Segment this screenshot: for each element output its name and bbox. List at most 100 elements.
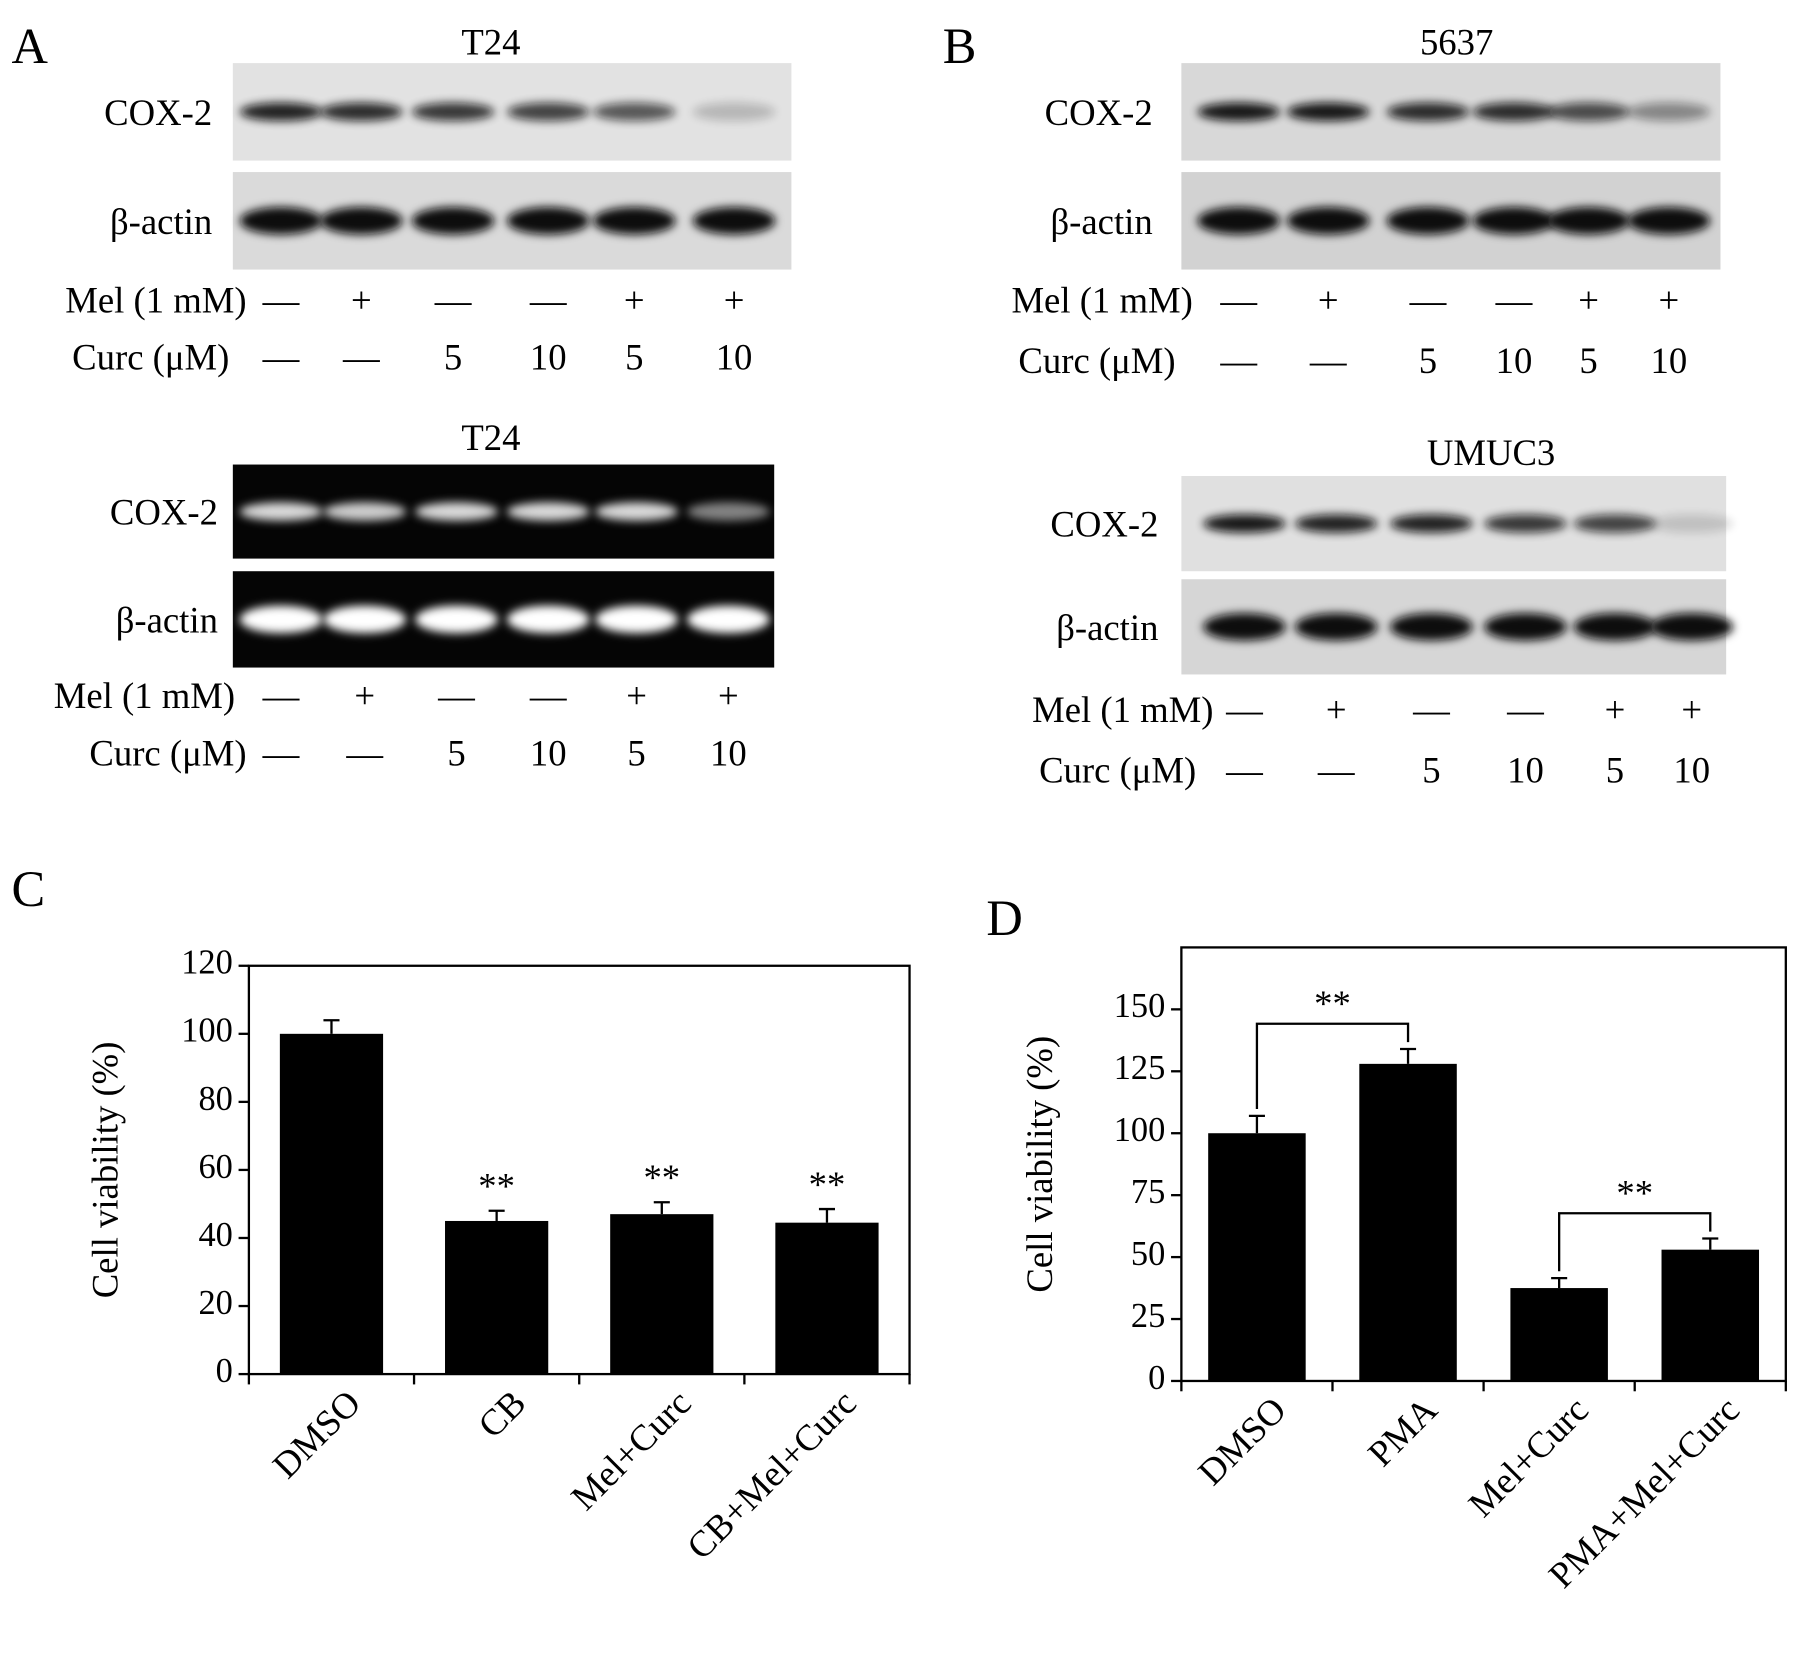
treatment-value: 5 xyxy=(1419,340,1437,381)
treatment-value: — xyxy=(529,279,567,320)
y-tick-label: 100 xyxy=(1114,1111,1166,1149)
band xyxy=(239,207,323,235)
band xyxy=(1294,613,1378,641)
treatment-label: Mel (1 mM) xyxy=(1032,689,1213,730)
band xyxy=(1197,207,1281,235)
plot-frame xyxy=(247,964,911,1376)
band xyxy=(239,102,323,122)
treatment-label: Mel (1 mM) xyxy=(1011,279,1192,320)
band xyxy=(1472,102,1556,122)
x-tick-label: CB xyxy=(470,1382,534,1446)
band xyxy=(1650,514,1734,533)
band xyxy=(592,102,676,122)
treatment-value: — xyxy=(1225,689,1263,730)
band xyxy=(1484,613,1567,641)
band xyxy=(320,207,403,235)
row-label: COX-2 xyxy=(1050,504,1158,545)
band xyxy=(1386,207,1470,235)
band xyxy=(323,605,407,634)
band xyxy=(239,605,323,634)
treatment-value: — xyxy=(262,675,300,716)
band xyxy=(506,207,590,235)
blot-title: T24 xyxy=(461,21,520,62)
band xyxy=(411,102,495,122)
treatment-label: Curc (μM) xyxy=(72,337,229,378)
band xyxy=(1650,613,1734,641)
y-tick-label: 20 xyxy=(198,1284,232,1322)
band xyxy=(1547,207,1630,235)
treatment-value: 5 xyxy=(625,337,643,378)
row-label: COX-2 xyxy=(104,92,212,133)
blot-title: T24 xyxy=(461,417,520,458)
x-tick-label: DMSO xyxy=(264,1382,368,1486)
treatment-value: — xyxy=(1495,279,1533,320)
treatment-value: 5 xyxy=(1606,750,1624,791)
x-tick-label: Mel+Curc xyxy=(563,1382,699,1518)
band xyxy=(1386,102,1470,122)
panel-label: D xyxy=(986,890,1022,946)
significance-label: ** xyxy=(478,1166,515,1207)
band xyxy=(1286,207,1370,235)
treatment-value: — xyxy=(1225,750,1263,791)
band xyxy=(1627,207,1711,235)
bar xyxy=(775,1222,879,1375)
treatment-value: — xyxy=(1309,340,1347,381)
y-tick-label: 0 xyxy=(216,1352,233,1390)
band xyxy=(415,605,498,634)
bar xyxy=(445,1220,549,1375)
band xyxy=(595,502,678,521)
significance-label: ** xyxy=(809,1164,846,1205)
y-tick-label: 125 xyxy=(1114,1049,1166,1087)
band xyxy=(687,605,770,634)
band xyxy=(1294,514,1378,533)
y-tick-label: 75 xyxy=(1131,1173,1165,1211)
significance-label: ** xyxy=(643,1157,680,1198)
bar xyxy=(1208,1133,1306,1381)
treatment-value: 10 xyxy=(1496,340,1533,381)
bar xyxy=(1661,1249,1760,1381)
row-label: β-actin xyxy=(110,201,212,242)
band xyxy=(1472,207,1556,235)
treatment-value: 10 xyxy=(530,337,567,378)
band xyxy=(592,207,676,235)
treatment-value: — xyxy=(262,279,300,320)
panel-label: B xyxy=(943,18,977,74)
bar xyxy=(610,1214,714,1375)
treatment-value: — xyxy=(1506,689,1544,730)
row-label: β-actin xyxy=(116,599,218,640)
band xyxy=(411,207,495,235)
treatment-value: + xyxy=(1605,689,1626,730)
band xyxy=(320,102,403,122)
treatment-label: Curc (μM) xyxy=(89,732,246,773)
treatment-value: 10 xyxy=(1507,750,1544,791)
band xyxy=(1627,102,1711,122)
treatment-value: + xyxy=(1326,689,1347,730)
treatment-label: Curc (μM) xyxy=(1018,340,1175,381)
y-axis-label: Cell viability (%) xyxy=(1019,1036,1060,1293)
row-label: β-actin xyxy=(1056,607,1158,648)
x-tick-label: PMA xyxy=(1360,1388,1446,1474)
panel-label: C xyxy=(11,861,45,917)
treatment-value: 5 xyxy=(627,732,645,773)
treatment-value: + xyxy=(724,279,745,320)
treatment-label: Mel (1 mM) xyxy=(54,675,235,716)
band xyxy=(692,102,776,122)
band xyxy=(1390,514,1473,533)
band xyxy=(1547,102,1630,122)
significance-bracket xyxy=(1255,1022,1410,1110)
blot-title: UMUC3 xyxy=(1427,432,1555,473)
treatment-value: — xyxy=(1412,689,1450,730)
treatment-value: 10 xyxy=(710,732,747,773)
band xyxy=(1573,613,1657,641)
treatment-value: — xyxy=(262,732,300,773)
treatment-value: 10 xyxy=(716,337,753,378)
treatment-value: + xyxy=(1578,279,1599,320)
treatment-value: + xyxy=(718,675,739,716)
band xyxy=(415,502,498,521)
blot-strip xyxy=(232,464,775,559)
band xyxy=(506,502,590,521)
row-label: COX-2 xyxy=(110,492,218,533)
treatment-value: 10 xyxy=(1673,750,1710,791)
band xyxy=(692,207,776,235)
band xyxy=(239,502,323,521)
